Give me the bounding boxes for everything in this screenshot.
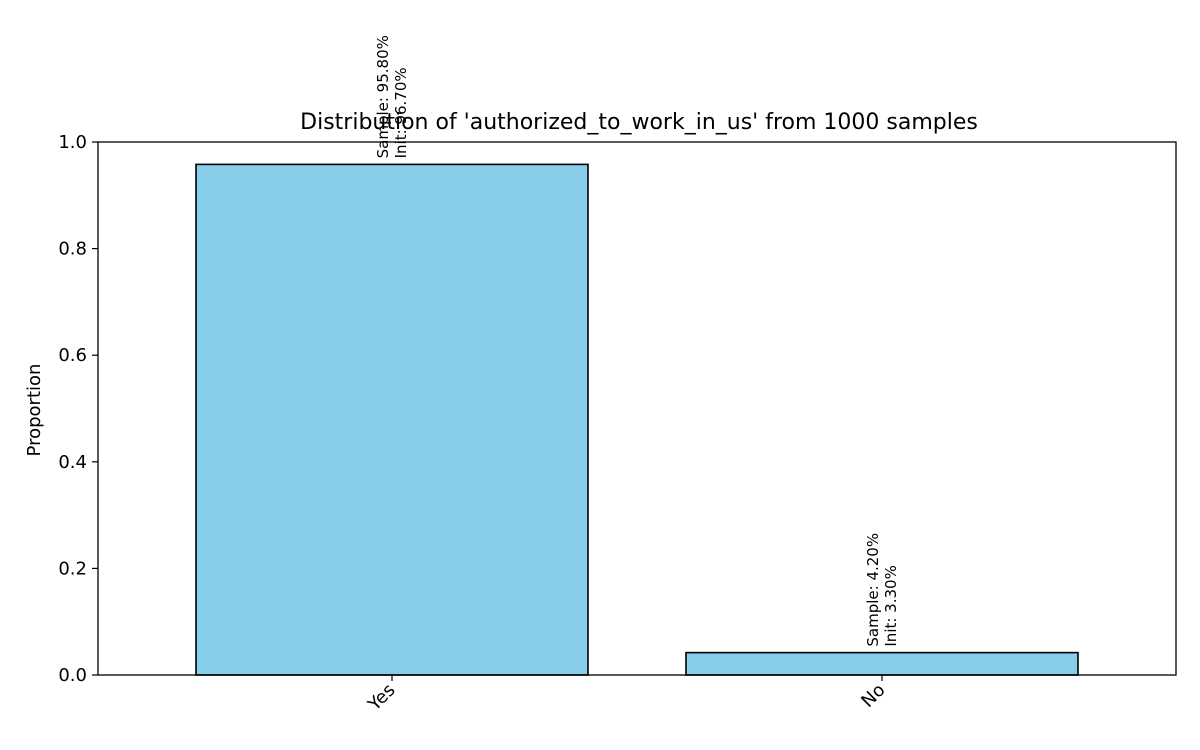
bar-no	[685, 651, 1079, 676]
chart-title: Distribution of 'authorized_to_work_in_u…	[300, 110, 978, 135]
y-tick-label: 0.0	[58, 665, 87, 686]
y-tick-label: 1.0	[58, 132, 87, 153]
data-label-yes-sample: Sample: 95.80%	[374, 35, 392, 158]
y-tick-label: 0.2	[58, 558, 87, 579]
y-axis-label: Proportion	[24, 364, 45, 457]
y-tick-label: 0.8	[58, 239, 87, 260]
y-tick-label: 0.4	[58, 452, 87, 473]
x-tick-label-yes: Yes	[363, 680, 399, 716]
bar-yes	[195, 163, 589, 676]
data-label-no-init: Init: 3.30%	[882, 565, 900, 646]
plot-frame	[97, 141, 1177, 676]
data-label-yes-init: Init: 96.70%	[392, 67, 410, 158]
x-tick-label-no: No	[857, 680, 889, 712]
data-label-no-sample: Sample: 4.20%	[864, 533, 882, 647]
y-tick-label: 0.6	[58, 345, 87, 366]
